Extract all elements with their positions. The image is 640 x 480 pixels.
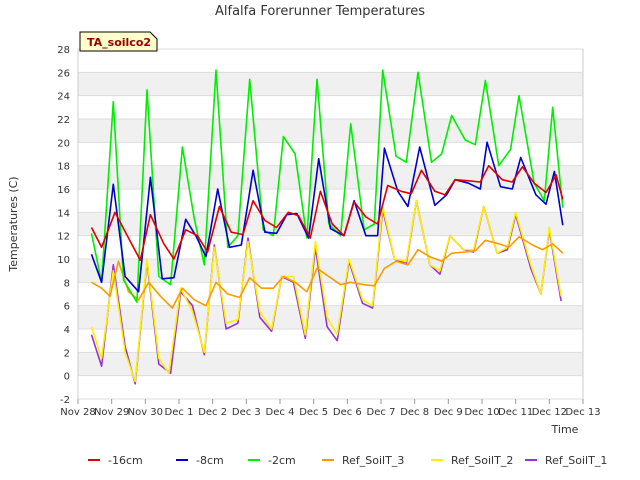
site-label-box: TA_soilco2 — [79, 31, 158, 52]
x-tick-label: Dec 3 — [232, 407, 261, 418]
y-tick-label: 0 — [64, 372, 70, 383]
legend-label: Ref_SoilT_3 — [342, 454, 404, 467]
x-tick-label: Dec 9 — [434, 407, 463, 418]
y-tick-label: -2 — [60, 395, 70, 406]
legend: -16cm -8cm -2cm Ref_SoilT_3 Ref_SoilT_2 Ref_S… — [88, 454, 607, 467]
x-tick-label: Nov 30 — [128, 407, 163, 418]
series-line-ref-soilt-3 — [91, 236, 564, 309]
legend-item: Ref_SoilT_3 — [322, 454, 404, 467]
grid-band — [78, 352, 583, 376]
legend-label: Ref_SoilT_1 — [545, 454, 607, 467]
grid-band — [78, 259, 583, 283]
legend-label: -8cm — [196, 454, 224, 467]
y-tick-label: 6 — [64, 302, 70, 313]
x-tick-label: Nov 29 — [94, 407, 129, 418]
x-axis-label: Time — [551, 423, 579, 436]
y-tick-label: 8 — [64, 278, 70, 289]
x-tick-label: Dec 10 — [464, 407, 499, 418]
legend-item: Ref_SoilT_2 — [431, 454, 513, 467]
grid-band — [78, 189, 583, 213]
site-label-frame — [79, 31, 158, 52]
grid-band — [78, 72, 583, 96]
legend-item: Ref_SoilT_1 — [525, 454, 607, 467]
x-tick-label: Nov 28 — [60, 407, 95, 418]
y-tick-label: 12 — [57, 232, 70, 243]
grid-band — [78, 375, 583, 399]
x-tick-label: Dec 6 — [333, 407, 362, 418]
series-line--16cm — [90, 164, 564, 261]
legend-label: -16cm — [108, 454, 143, 467]
y-tick-label: 28 — [57, 45, 70, 56]
grid-band — [78, 282, 583, 306]
y-tick-label: 24 — [57, 92, 70, 103]
grid-band — [78, 49, 583, 73]
y-tick-label: 2 — [64, 348, 70, 359]
y-tick-label: 16 — [57, 185, 70, 196]
x-tick-label: Dec 2 — [198, 407, 227, 418]
y-axis-label: Temperatures (C) — [7, 176, 20, 272]
x-tick-label: Dec 11 — [498, 407, 533, 418]
x-tick-label: Dec 5 — [299, 407, 328, 418]
legend-item: -2cm — [248, 454, 296, 467]
grid-band — [78, 142, 583, 166]
grid-band — [78, 305, 583, 329]
x-tick-label: Dec 4 — [266, 407, 295, 418]
y-tick-label: 10 — [57, 255, 70, 266]
chart-title: Alfalfa Forerunner Temperatures — [215, 4, 425, 19]
y-tick-label: 14 — [57, 208, 70, 219]
site-label: TA_soilco2 — [87, 36, 151, 49]
legend-label: -2cm — [268, 454, 296, 467]
series-line--2cm — [90, 69, 564, 303]
x-tick-label: Dec 12 — [532, 407, 567, 418]
x-tick-label: Dec 8 — [400, 407, 429, 418]
x-tick-label: Dec 7 — [367, 407, 396, 418]
series-line-ref-soilt-2 — [90, 199, 562, 383]
x-tick-label: Dec 13 — [565, 407, 600, 418]
y-tick-label: 22 — [57, 115, 70, 126]
grid-band — [78, 95, 583, 119]
grid-bands — [78, 49, 583, 399]
grid-band — [78, 119, 583, 143]
x-tick-label: Dec 1 — [165, 407, 194, 418]
grid-band — [78, 165, 583, 189]
y-tick-label: 20 — [57, 138, 70, 149]
series-lines — [90, 69, 564, 385]
legend-item: -8cm — [176, 454, 224, 467]
legend-item: -16cm — [88, 454, 143, 467]
y-tick-label: 26 — [57, 68, 70, 79]
legend-label: Ref_SoilT_2 — [451, 454, 513, 467]
y-tick-label: 4 — [64, 325, 70, 336]
series-line--8cm — [90, 141, 564, 293]
y-tick-label: 18 — [57, 162, 70, 173]
